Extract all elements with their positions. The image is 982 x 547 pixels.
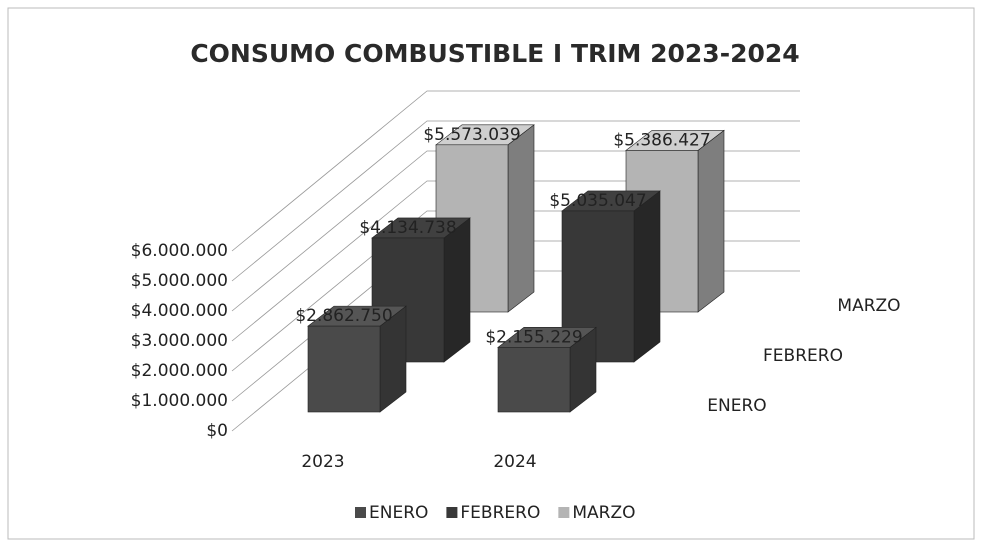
data-label: $5.035.047 xyxy=(549,191,646,211)
y-tick-label: $0 xyxy=(206,421,228,441)
y-tick-label: $5.000.000 xyxy=(131,271,228,291)
bar-front xyxy=(307,325,381,413)
depth-label: MARZO xyxy=(837,296,900,316)
depth-label: FEBRERO xyxy=(763,346,843,366)
data-label: $4.134.738 xyxy=(359,218,456,238)
y-tick-label: $1.000.000 xyxy=(131,391,228,411)
grid-line xyxy=(231,90,800,252)
data-label: $5.386.427 xyxy=(613,130,710,150)
depth-label: ENERO xyxy=(707,396,766,416)
bar-side xyxy=(507,124,535,313)
data-label: $2.155.229 xyxy=(485,327,582,347)
legend-swatch xyxy=(558,507,570,518)
bar xyxy=(497,326,597,413)
bar xyxy=(307,305,407,413)
legend-swatch xyxy=(446,507,458,518)
y-tick-label: $4.000.000 xyxy=(131,301,228,321)
y-tick-label: $6.000.000 xyxy=(131,241,228,261)
bar-front xyxy=(497,347,571,413)
grid-line xyxy=(231,120,800,282)
bar-side xyxy=(633,190,661,363)
bar-side xyxy=(697,129,725,313)
chart-title: CONSUMO COMBUSTIBLE I TRIM 2023-2024 xyxy=(190,39,799,68)
legend-label: MARZO xyxy=(572,503,635,523)
legend-swatch xyxy=(355,507,366,518)
bar-side xyxy=(443,217,471,363)
x-tick-label: 2023 xyxy=(301,452,344,472)
legend-label: FEBRERO xyxy=(460,503,540,523)
x-tick-label: 2024 xyxy=(493,452,536,472)
data-label: $5.573.039 xyxy=(423,125,520,145)
y-tick-label: $3.000.000 xyxy=(131,331,228,351)
data-label: $2.862.750 xyxy=(295,306,392,326)
y-tick-label: $2.000.000 xyxy=(131,361,228,381)
legend-label: ENERO xyxy=(369,503,428,523)
